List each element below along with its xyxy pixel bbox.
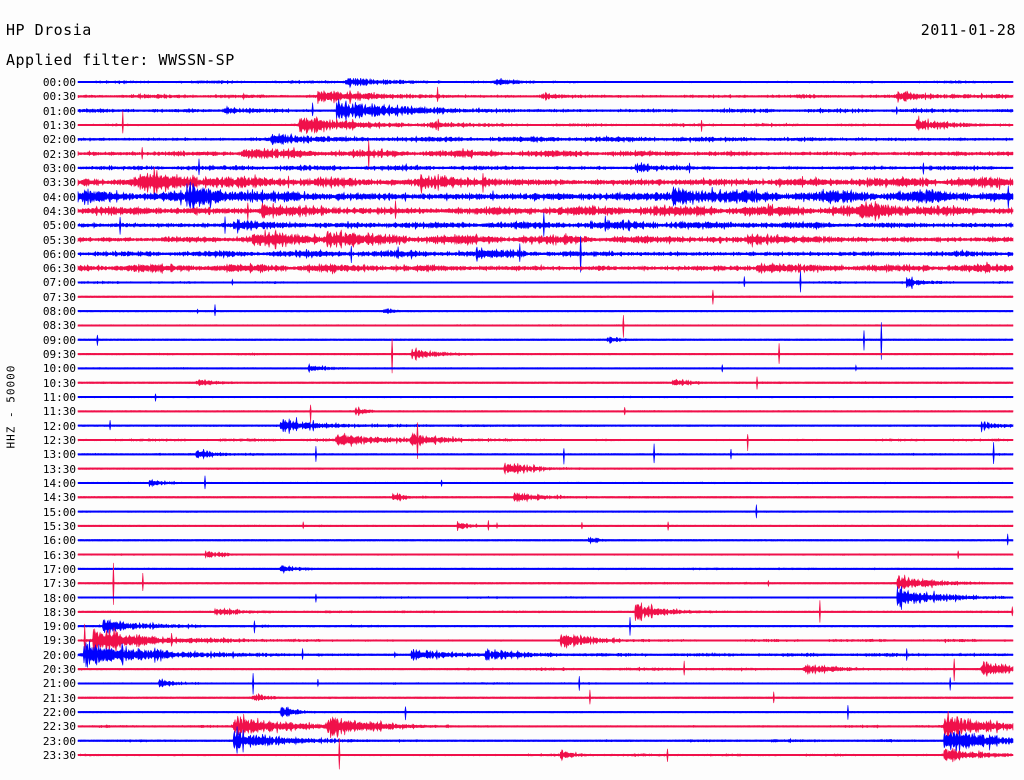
time-tick-label: 16:30 <box>42 548 76 562</box>
trace-row <box>77 110 1014 135</box>
time-tick-label: 04:00 <box>42 190 76 204</box>
trace-row <box>77 442 1014 465</box>
time-tick-label: 15:00 <box>42 505 76 519</box>
time-tick-label: 05:30 <box>42 233 76 247</box>
applied-filter-label: Applied filter: WWSSN-SP <box>6 51 235 69</box>
time-tick-label: 00:30 <box>42 90 76 104</box>
time-tick-label: 13:00 <box>42 448 76 462</box>
time-tick-label: 23:30 <box>42 749 76 763</box>
time-tick-label: 02:30 <box>42 147 76 161</box>
time-tick-label: 18:30 <box>42 605 76 619</box>
trace-canvas <box>77 78 1014 770</box>
time-tick-label: 11:30 <box>42 405 76 419</box>
time-tick-label: 21:00 <box>42 677 76 691</box>
time-tick-label: 18:00 <box>42 591 76 605</box>
record-date: 2011-01-28 <box>920 21 1016 39</box>
time-tick-label: 07:00 <box>42 276 76 290</box>
trace-row <box>77 181 1014 210</box>
time-tick-label: 17:30 <box>42 577 76 591</box>
time-tick-label: 01:00 <box>42 104 76 118</box>
time-tick-label: 11:00 <box>42 391 76 405</box>
time-tick-label: 15:30 <box>42 519 76 533</box>
time-tick-label: 08:00 <box>42 305 76 319</box>
time-tick-label: 20:00 <box>42 648 76 662</box>
time-tick-label: 17:00 <box>42 562 76 576</box>
time-tick-label: 16:00 <box>42 534 76 548</box>
time-tick-label: 05:00 <box>42 219 76 233</box>
time-tick-label: 14:30 <box>42 491 76 505</box>
time-tick-label: 00:00 <box>42 76 76 89</box>
trace-row <box>77 738 1014 770</box>
time-tick-label: 10:00 <box>42 362 76 376</box>
time-tick-label: 22:00 <box>42 706 76 720</box>
time-tick-label: 14:00 <box>42 476 76 490</box>
time-tick-label: 20:30 <box>42 663 76 677</box>
trace-row <box>77 404 1014 423</box>
time-tick-label: 09:00 <box>42 333 76 347</box>
trace-row <box>77 140 1014 171</box>
time-tick-label: 21:30 <box>42 691 76 705</box>
trace-row <box>77 158 1014 176</box>
time-tick-label: 06:00 <box>42 247 76 261</box>
time-tick-label: 10:30 <box>42 376 76 390</box>
time-tick-label: 06:30 <box>42 262 76 276</box>
time-tick-label: 04:30 <box>42 204 76 218</box>
time-tick-label: 22:30 <box>42 720 76 734</box>
time-tick-label: 13:30 <box>42 462 76 476</box>
time-tick-label: 03:00 <box>42 161 76 175</box>
seismogram-plot <box>0 78 1024 778</box>
time-tick-label: 12:30 <box>42 434 76 447</box>
time-tick-label: 09:30 <box>42 348 76 362</box>
time-tick-label: 08:30 <box>42 319 76 333</box>
time-tick-label: 19:00 <box>42 620 76 634</box>
time-axis: 00:00 00:30 01:00 01:30 02:00 02:30 03:00 03:30… <box>20 76 76 778</box>
time-tick-label: 02:00 <box>42 133 76 147</box>
time-tick-label: 03:30 <box>42 176 76 190</box>
time-tick-label: 12:00 <box>42 419 76 433</box>
time-tick-label: 23:00 <box>42 734 76 748</box>
time-tick-label: 01:30 <box>42 118 76 132</box>
time-tick-label: 07:30 <box>42 290 76 304</box>
station-title: HP Drosia <box>6 21 92 39</box>
time-tick-label: 19:30 <box>42 634 76 648</box>
trace-row <box>77 623 1014 655</box>
